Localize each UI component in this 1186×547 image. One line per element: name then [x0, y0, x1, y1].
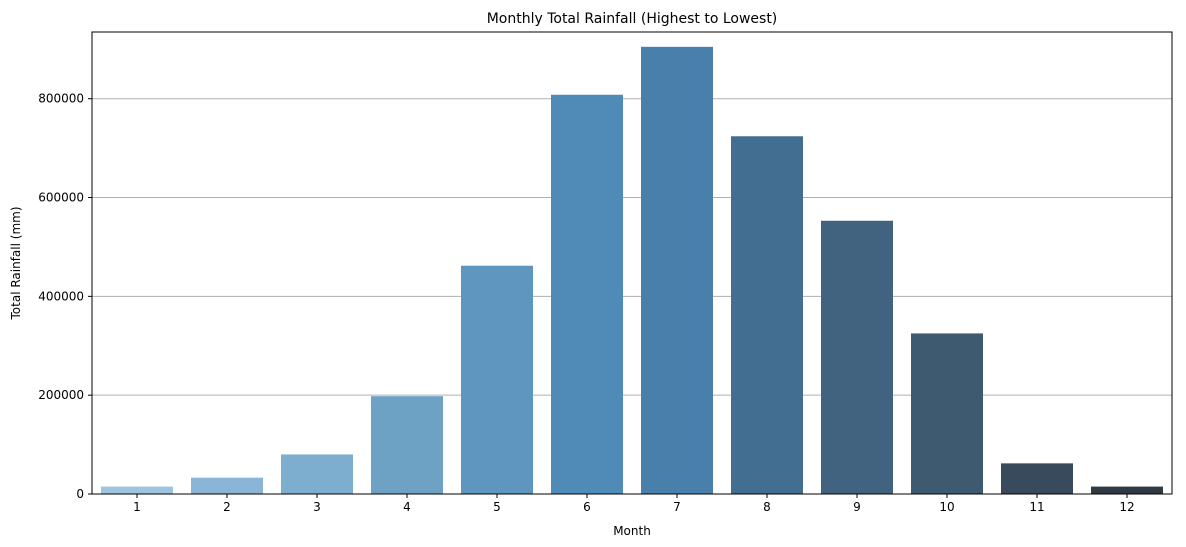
- x-tick-label: 8: [763, 500, 771, 514]
- grid-lines: [92, 98, 1172, 495]
- y-tick-label: 600000: [38, 191, 84, 205]
- x-tick-label: 2: [223, 500, 231, 514]
- bar-month-3: [281, 454, 353, 494]
- x-axis-title: Month: [613, 524, 651, 538]
- bar-month-5: [461, 265, 533, 494]
- y-axis-title: Total Rainfall (mm): [9, 206, 23, 320]
- y-tick-label: 800000: [38, 92, 84, 106]
- bars: [101, 46, 1163, 495]
- y-tick-label: 200000: [38, 388, 84, 402]
- x-tick-label: 1: [133, 500, 141, 514]
- bar-month-10: [911, 333, 983, 494]
- y-tick-label: 400000: [38, 289, 84, 303]
- y-tick-label: 0: [76, 487, 84, 501]
- x-tick-label: 10: [939, 500, 954, 514]
- x-tick-label: 7: [673, 500, 681, 514]
- bar-month-7: [641, 46, 713, 495]
- bar-month-11: [1001, 463, 1073, 494]
- bar-month-6: [551, 94, 623, 495]
- bar-month-8: [731, 136, 803, 494]
- bar-month-4: [371, 396, 443, 494]
- plot-frame: [91, 31, 1173, 495]
- x-tick-label: 5: [493, 500, 501, 514]
- x-tick-label: 4: [403, 500, 411, 514]
- bar-month-2: [191, 477, 263, 494]
- bar-month-1: [101, 486, 173, 494]
- bar-month-9: [821, 220, 893, 495]
- x-tick-label: 9: [853, 500, 861, 514]
- y-axis-ticks: 0 200000 400000 600000 800000: [38, 92, 92, 501]
- bar-month-12: [1091, 486, 1163, 494]
- x-tick-label: 11: [1029, 500, 1044, 514]
- chart-title: Monthly Total Rainfall (Highest to Lowes…: [487, 11, 778, 27]
- x-tick-label: 12: [1119, 500, 1134, 514]
- x-axis-ticks: 1 2 3 4 5 6 7 8 9 10 11 12: [133, 494, 1135, 514]
- x-tick-label: 6: [583, 500, 591, 514]
- x-tick-label: 3: [313, 500, 321, 514]
